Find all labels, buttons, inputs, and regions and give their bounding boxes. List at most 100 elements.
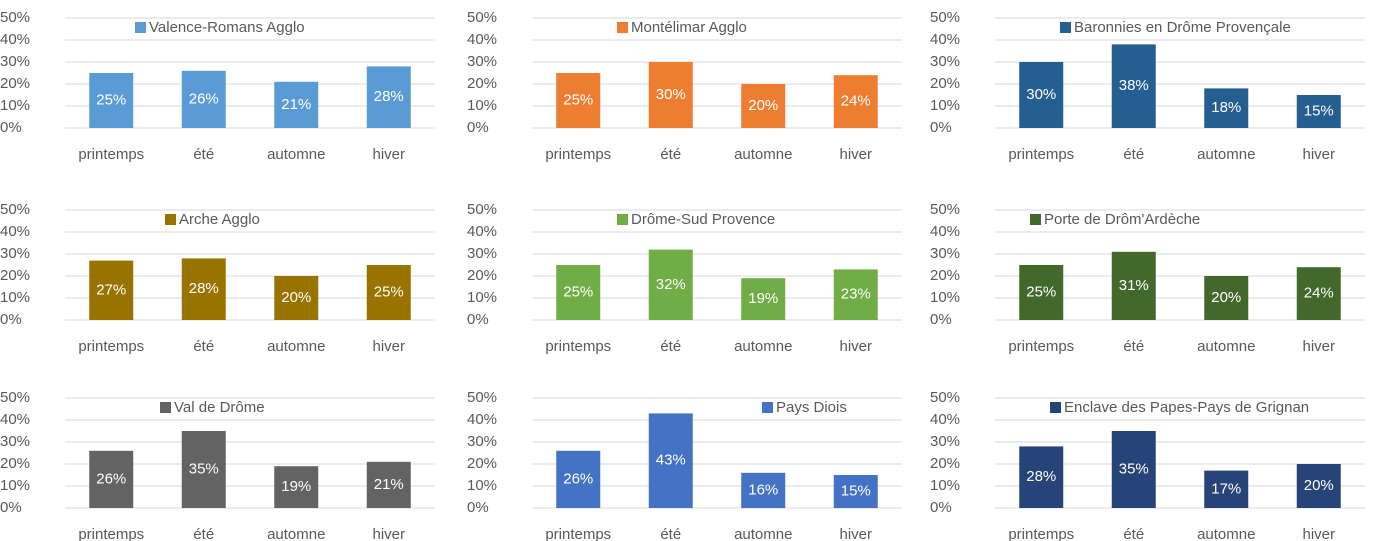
y-tick-label: 0% (930, 311, 952, 328)
value-label: 21% (281, 96, 311, 113)
y-tick-label: 10% (0, 97, 30, 114)
legend-label: Val de Drôme (174, 399, 265, 416)
x-tick-label: été (1123, 526, 1144, 541)
y-tick-label: 50% (930, 389, 960, 406)
legend-label: Drôme-Sud Provence (631, 211, 775, 228)
y-tick-label: 20% (0, 75, 30, 92)
value-label: 26% (96, 470, 126, 487)
x-tick-label: automne (734, 338, 792, 355)
y-tick-label: 20% (930, 75, 960, 92)
x-tick-label: hiver (1302, 146, 1335, 163)
x-tick-label: hiver (839, 338, 872, 355)
bar (366, 66, 411, 128)
legend-swatch (165, 214, 176, 225)
y-tick-label: 50% (467, 389, 497, 406)
value-label: 25% (374, 283, 404, 300)
value-label: 43% (656, 452, 686, 469)
value-label: 25% (563, 91, 593, 108)
x-tick-label: hiver (372, 146, 405, 163)
y-tick-label: 30% (467, 245, 497, 262)
bar (274, 276, 319, 320)
legend-swatch (617, 214, 628, 225)
y-tick-label: 20% (930, 455, 960, 472)
y-tick-label: 40% (930, 31, 960, 48)
chart-panel: 0% 10% 20% 30% 40% 50% printemps été automne hive… (0, 389, 435, 541)
y-tick-label: 20% (0, 267, 30, 284)
legend-label: Arche Agglo (179, 211, 260, 228)
y-tick-label: 30% (0, 53, 30, 70)
x-tick-label: hiver (839, 526, 872, 541)
legend-swatch (617, 22, 628, 33)
x-tick-label: automne (267, 146, 325, 163)
y-tick-label: 50% (467, 201, 497, 218)
x-tick-label: printemps (1008, 526, 1074, 541)
legend-label: Baronnies en Drôme Provençale (1074, 19, 1291, 36)
value-label: 25% (563, 283, 593, 300)
y-tick-label: 50% (467, 9, 497, 26)
value-label: 20% (1211, 289, 1241, 306)
y-tick-label: 50% (930, 201, 960, 218)
value-label: 20% (1304, 477, 1334, 494)
x-tick-label: printemps (545, 338, 611, 355)
y-tick-label: 30% (930, 433, 960, 450)
chart-panel: 0% 10% 20% 30% 40% 50% printemps été automne hive… (930, 389, 1365, 541)
y-tick-label: 40% (930, 411, 960, 428)
y-tick-label: 20% (467, 75, 497, 92)
legend-swatch (1030, 214, 1041, 225)
y-tick-label: 40% (930, 223, 960, 240)
legend: Montélimar Agglo (617, 19, 747, 36)
bar (648, 62, 693, 128)
value-label: 28% (189, 280, 219, 297)
y-tick-label: 40% (0, 31, 30, 48)
chart-panel: 0% 10% 20% 30% 40% 50% printemps été automne hive… (467, 9, 902, 163)
y-tick-label: 10% (467, 477, 497, 494)
bar (89, 260, 134, 320)
y-tick-label: 10% (467, 97, 497, 114)
y-tick-label: 30% (467, 433, 497, 450)
bar (366, 461, 411, 508)
y-tick-label: 30% (0, 433, 30, 450)
y-tick-label: 40% (467, 223, 497, 240)
bar (1019, 265, 1064, 320)
legend-swatch (160, 402, 171, 413)
y-tick-label: 0% (930, 119, 952, 136)
x-tick-label: été (193, 338, 214, 355)
legend: Arche Agglo (165, 211, 260, 228)
legend-label: Pays Diois (776, 399, 847, 416)
y-tick-label: 0% (467, 499, 489, 516)
bar (648, 413, 693, 508)
legend-swatch (762, 402, 773, 413)
y-tick-label: 30% (0, 245, 30, 262)
y-tick-label: 20% (0, 455, 30, 472)
bar (648, 249, 693, 320)
bar (181, 258, 226, 320)
x-tick-label: hiver (1302, 526, 1335, 541)
x-tick-label: automne (267, 338, 325, 355)
bar (833, 269, 878, 320)
chart-panel: 0% 10% 20% 30% 40% 50% printemps été automne hive… (467, 201, 902, 355)
x-tick-label: automne (1197, 526, 1255, 541)
legend-label: Porte de Drôm'Ardèche (1044, 211, 1200, 228)
chart-panel: 0% 10% 20% 30% 40% 50% printemps été automne hive… (930, 9, 1365, 163)
x-tick-label: été (1123, 338, 1144, 355)
legend: Pays Diois (762, 399, 847, 416)
y-tick-label: 40% (0, 411, 30, 428)
x-tick-label: printemps (1008, 146, 1074, 163)
legend: Baronnies en Drôme Provençale (1060, 19, 1291, 36)
value-label: 28% (1026, 468, 1056, 485)
bar (274, 466, 319, 508)
y-tick-label: 10% (0, 477, 30, 494)
bar (1111, 431, 1156, 508)
chart-panel: 0% 10% 20% 30% 40% 50% printemps été automne hive… (467, 389, 902, 541)
y-tick-label: 40% (467, 31, 497, 48)
y-tick-label: 20% (467, 267, 497, 284)
value-label: 25% (96, 91, 126, 108)
bar (89, 450, 134, 508)
y-tick-label: 50% (0, 201, 30, 218)
y-tick-label: 10% (930, 289, 960, 306)
x-tick-label: hiver (839, 146, 872, 163)
y-tick-label: 0% (0, 311, 22, 328)
y-tick-label: 0% (930, 499, 952, 516)
value-label: 32% (656, 276, 686, 293)
value-label: 21% (374, 476, 404, 493)
